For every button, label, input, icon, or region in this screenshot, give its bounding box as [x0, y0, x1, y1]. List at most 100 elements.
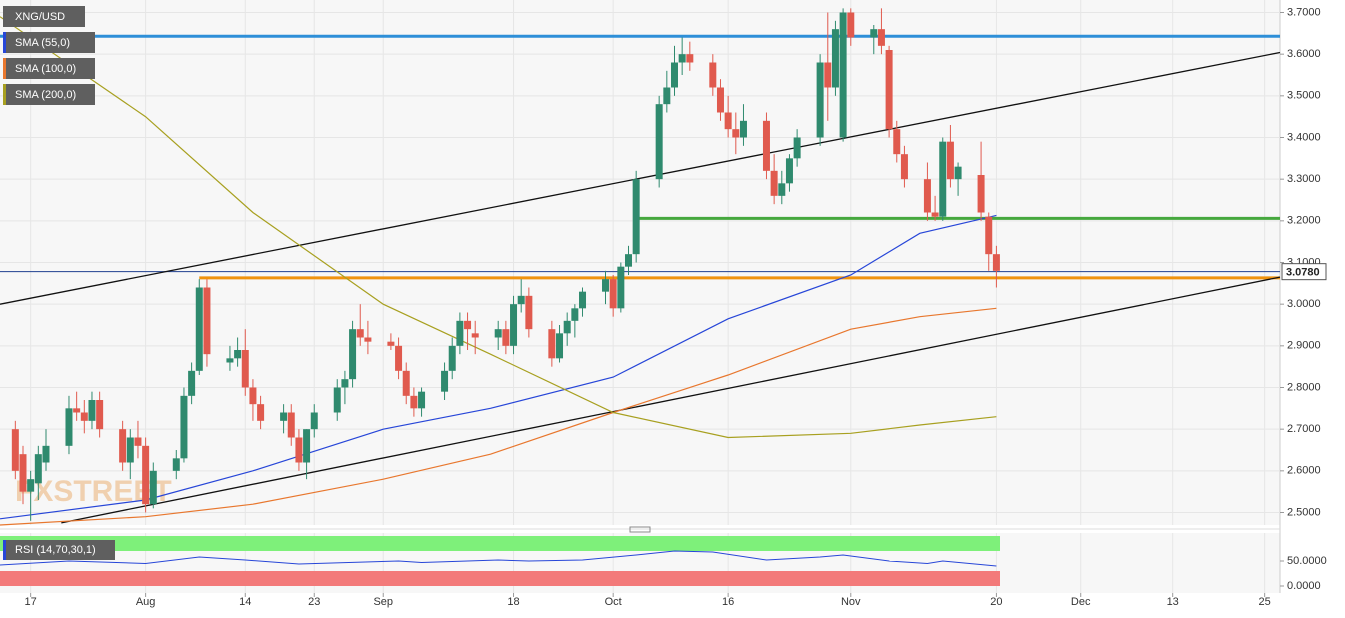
x-tick-label: Nov — [841, 596, 861, 608]
candle-body — [464, 320, 472, 330]
candle-body — [295, 437, 303, 463]
x-tick-label: Dec — [1071, 596, 1091, 608]
price-label: 3.0780 — [1286, 267, 1320, 279]
overlays — [0, 16, 1281, 526]
legend-box — [3, 540, 115, 560]
candle-body — [778, 183, 786, 196]
candle-body — [923, 179, 931, 213]
candle-body — [946, 141, 954, 180]
y-tick-label: 3.0000 — [1287, 298, 1321, 310]
candle-body — [364, 337, 372, 342]
candle-body — [617, 266, 625, 309]
legend-box — [3, 84, 95, 105]
candle-body — [670, 62, 678, 88]
candle-body — [410, 395, 418, 409]
candle-body — [977, 175, 985, 213]
x-tick-label: 17 — [25, 596, 37, 608]
candle-body — [119, 429, 127, 463]
legend-box — [3, 6, 85, 27]
candle-body — [349, 329, 357, 380]
candle-body — [732, 129, 740, 138]
candle-body — [142, 445, 150, 505]
candle-body — [441, 370, 449, 392]
candle-body — [816, 62, 824, 138]
y-tick-label: 3.3000 — [1287, 173, 1321, 185]
candle-body — [525, 295, 533, 330]
candle-body — [724, 112, 732, 130]
oversold-zone — [0, 571, 1000, 586]
candle-body — [893, 129, 901, 155]
sma-line — [0, 214, 997, 520]
candle-body — [134, 437, 142, 446]
candle-body — [73, 408, 81, 413]
candle-body — [793, 137, 801, 159]
candle-body — [303, 429, 311, 463]
candle-body — [877, 29, 885, 46]
trendline — [0, 51, 1281, 305]
candle-body — [847, 12, 855, 38]
y-tick-label: 2.5000 — [1287, 506, 1321, 518]
legend-label: SMA (100,0) — [15, 63, 76, 75]
candle-body — [34, 454, 42, 484]
x-tick-label: 25 — [1259, 596, 1271, 608]
candle-body — [418, 391, 426, 409]
sma-line — [0, 16, 997, 439]
legend-box — [3, 32, 95, 53]
candle-body — [900, 154, 908, 180]
candle-body — [709, 62, 717, 88]
candle-body — [632, 179, 640, 255]
candle-body — [402, 370, 410, 396]
candle-body — [785, 158, 793, 184]
x-tick-label: 23 — [308, 596, 320, 608]
candle-body — [663, 87, 671, 105]
x-tick-label: 20 — [990, 596, 1002, 608]
candle-body — [310, 412, 318, 430]
candle-body — [625, 254, 633, 267]
candle-body — [602, 279, 610, 292]
rsi-label: RSI (14,70,30,1) — [15, 544, 96, 556]
y-tick-label: 3.5000 — [1287, 90, 1321, 102]
candle-body — [241, 350, 249, 388]
candle-body — [42, 445, 50, 463]
x-tick-label: Sep — [373, 596, 393, 608]
candle-body — [257, 404, 265, 421]
candle-body — [494, 329, 502, 338]
candle-body — [180, 395, 188, 459]
legend: XNG/USD SMA (55,0) SMA (100,0) SMA (200,0) — [3, 6, 95, 105]
candle-body — [11, 429, 19, 471]
candle-body — [686, 54, 694, 63]
candle-body — [27, 479, 35, 492]
legend-swatch — [3, 58, 6, 79]
candle-body — [65, 408, 73, 446]
y-tick-label: 3.7000 — [1287, 6, 1321, 18]
candle-body — [992, 254, 1000, 271]
candle-body — [502, 329, 510, 346]
x-tick-label: Oct — [605, 596, 622, 608]
candle-body — [448, 345, 456, 371]
rsi-tick-label: 50.0000 — [1287, 555, 1327, 567]
candle-body — [356, 329, 364, 338]
y-tick-label: 2.7000 — [1287, 423, 1321, 435]
candle-body — [563, 320, 571, 334]
candle-body — [824, 62, 832, 88]
candle-body — [510, 304, 518, 346]
candle-body — [471, 333, 479, 338]
candle-body — [203, 287, 211, 355]
candle-body — [80, 412, 88, 421]
candle-body — [548, 329, 556, 359]
candle-body — [556, 333, 564, 359]
x-tick-label: Aug — [136, 596, 156, 608]
sma-line — [0, 307, 997, 526]
rsi-tick-label: 0.0000 — [1287, 580, 1321, 592]
candles — [11, 8, 1000, 521]
candle-body — [655, 104, 663, 180]
y-tick-label: 3.2000 — [1287, 215, 1321, 227]
candle-body — [456, 320, 464, 346]
rsi-line — [0, 550, 997, 567]
candle-body — [985, 216, 993, 255]
candle-body — [870, 29, 878, 38]
rsi-pane: 50.0000 0.0000 RSI (14,70,30,1) — [0, 536, 1327, 592]
overbought-zone — [0, 536, 1000, 551]
x-tick-label: 16 — [722, 596, 734, 608]
y-tick-label: 2.9000 — [1287, 340, 1321, 352]
